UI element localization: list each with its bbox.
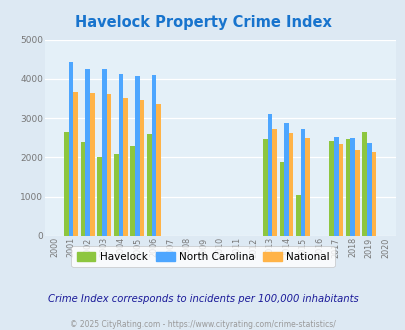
Bar: [73, 92, 78, 236]
Text: Crime Index corresponds to incidents per 100,000 inhabitants: Crime Index corresponds to incidents per…: [47, 294, 358, 304]
Bar: [130, 146, 135, 236]
Bar: [69, 62, 73, 236]
Legend: Havelock, North Carolina, National: Havelock, North Carolina, National: [71, 247, 334, 267]
Bar: [288, 133, 293, 236]
Bar: [123, 98, 128, 236]
Bar: [300, 129, 305, 236]
Text: Havelock Property Crime Index: Havelock Property Crime Index: [75, 15, 330, 30]
Bar: [118, 74, 123, 236]
Bar: [90, 93, 94, 236]
Bar: [139, 100, 144, 236]
Bar: [328, 141, 333, 236]
Bar: [147, 134, 151, 236]
Bar: [156, 104, 160, 236]
Bar: [362, 132, 366, 236]
Bar: [267, 114, 272, 236]
Bar: [279, 162, 283, 236]
Bar: [338, 145, 342, 236]
Bar: [151, 75, 156, 236]
Bar: [284, 123, 288, 236]
Text: © 2025 CityRating.com - https://www.cityrating.com/crime-statistics/: © 2025 CityRating.com - https://www.city…: [70, 319, 335, 329]
Bar: [81, 143, 85, 236]
Bar: [354, 149, 359, 236]
Bar: [295, 195, 300, 236]
Bar: [102, 69, 107, 236]
Bar: [262, 139, 267, 236]
Bar: [97, 157, 102, 236]
Bar: [333, 137, 338, 236]
Bar: [85, 69, 90, 236]
Bar: [305, 138, 309, 236]
Bar: [350, 138, 354, 236]
Bar: [107, 94, 111, 236]
Bar: [345, 139, 350, 236]
Bar: [135, 76, 139, 236]
Bar: [272, 129, 276, 236]
Bar: [64, 132, 69, 236]
Bar: [366, 143, 371, 236]
Bar: [371, 152, 375, 236]
Bar: [114, 154, 118, 236]
